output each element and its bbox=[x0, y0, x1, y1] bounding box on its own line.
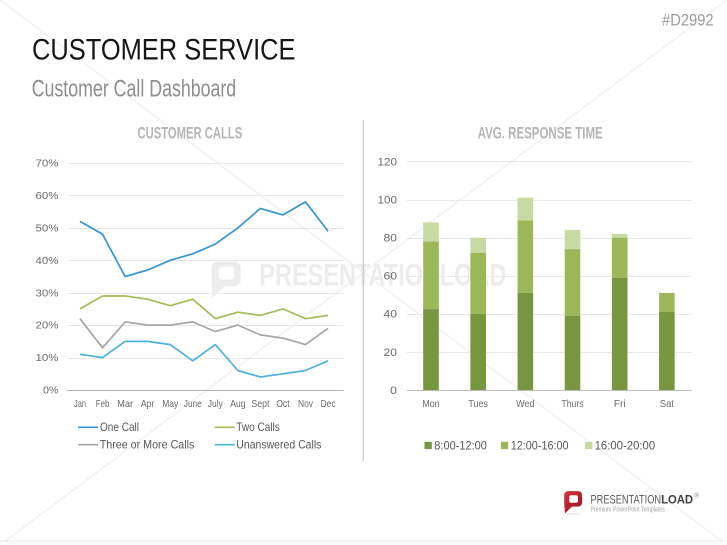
svg-text:0%: 0% bbox=[43, 385, 59, 397]
svg-text:Wed: Wed bbox=[516, 398, 535, 410]
svg-text:One Call: One Call bbox=[100, 420, 139, 434]
svg-text:Apr: Apr bbox=[141, 398, 155, 410]
svg-text:40: 40 bbox=[384, 309, 398, 321]
svg-text:#D2992: #D2992 bbox=[662, 10, 714, 29]
svg-text:Nov: Nov bbox=[298, 398, 314, 410]
svg-text:Two Calls: Two Calls bbox=[236, 420, 279, 434]
svg-text:70%: 70% bbox=[36, 158, 59, 170]
svg-text:20%: 20% bbox=[36, 320, 59, 332]
svg-text:12:00-16:00: 12:00-16:00 bbox=[511, 439, 569, 453]
svg-text:120: 120 bbox=[378, 156, 398, 168]
svg-text:Sat: Sat bbox=[660, 398, 674, 410]
svg-text:Three or More Calls: Three or More Calls bbox=[100, 438, 195, 452]
svg-text:PRESENTATIONLOAD: PRESENTATIONLOAD bbox=[259, 256, 506, 292]
svg-text:LOAD: LOAD bbox=[661, 493, 693, 507]
svg-text:Fri: Fri bbox=[614, 398, 626, 410]
svg-text:Feb: Feb bbox=[96, 398, 110, 410]
svg-text:60: 60 bbox=[384, 271, 398, 283]
svg-text:80: 80 bbox=[384, 233, 398, 245]
svg-text:Customer Call Dashboard: Customer Call Dashboard bbox=[32, 75, 237, 102]
svg-text:June: June bbox=[184, 398, 202, 410]
svg-text:30%: 30% bbox=[36, 287, 59, 299]
svg-text:Aug: Aug bbox=[230, 398, 246, 410]
svg-text:July: July bbox=[208, 398, 224, 410]
svg-text:Unanswered Calls: Unanswered Calls bbox=[236, 438, 321, 452]
svg-text:100: 100 bbox=[378, 195, 398, 207]
svg-text:PRESENTATION: PRESENTATION bbox=[591, 493, 662, 507]
svg-text:Dec: Dec bbox=[321, 398, 336, 410]
svg-text:20: 20 bbox=[384, 347, 398, 359]
svg-text:0: 0 bbox=[390, 385, 397, 397]
svg-text:CUSTOMER CALLS: CUSTOMER CALLS bbox=[138, 123, 243, 142]
svg-text:CUSTOMER SERVICE: CUSTOMER SERVICE bbox=[32, 33, 296, 66]
svg-text:50%: 50% bbox=[36, 223, 59, 235]
svg-text:Oct: Oct bbox=[276, 398, 290, 410]
svg-text:Tues: Tues bbox=[468, 398, 488, 410]
svg-text:16:00-20:00: 16:00-20:00 bbox=[595, 439, 656, 453]
svg-text:60%: 60% bbox=[36, 190, 59, 202]
svg-text:May: May bbox=[162, 398, 179, 410]
svg-text:Thurs: Thurs bbox=[562, 398, 584, 410]
svg-text:Mar: Mar bbox=[117, 398, 133, 410]
svg-text:®: ® bbox=[695, 493, 700, 500]
svg-text:Premium PowerPoint Templates: Premium PowerPoint Templates bbox=[591, 504, 666, 513]
svg-text:10%: 10% bbox=[36, 352, 59, 364]
svg-text:8:00-12:00: 8:00-12:00 bbox=[434, 439, 487, 453]
svg-text:40%: 40% bbox=[36, 255, 59, 267]
svg-text:Sept: Sept bbox=[251, 398, 269, 410]
svg-text:Jan: Jan bbox=[74, 398, 86, 410]
svg-text:Mon: Mon bbox=[422, 398, 440, 410]
svg-text:AVG. RESPONSE TIME: AVG. RESPONSE TIME bbox=[478, 123, 603, 142]
